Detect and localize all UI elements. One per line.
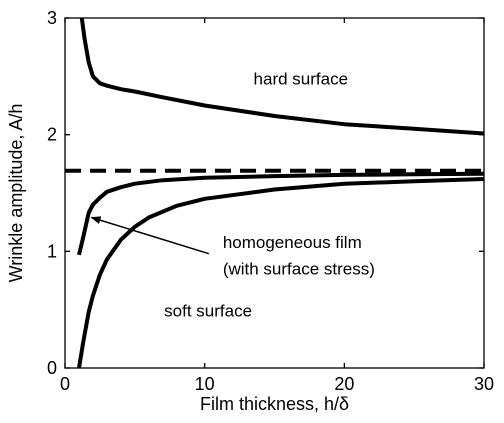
homogeneous-film-label: homogeneous film xyxy=(223,233,362,252)
y-axis-label: Wrinkle amplitude, A/h xyxy=(6,104,26,283)
axes-frame xyxy=(64,17,485,369)
homogeneous-film-curve xyxy=(77,171,484,256)
soft-surface-label: soft surface xyxy=(164,302,252,321)
axis-labels: Film thickness, h/δ Wrinkle amplitude, A… xyxy=(6,104,349,414)
y-tick-label: 3 xyxy=(47,8,57,28)
x-tick-label: 10 xyxy=(195,374,215,394)
y-tick-label: 2 xyxy=(47,125,57,145)
x-tick-label: 0 xyxy=(60,374,70,394)
axes: 0 10 20 30 0 1 2 3 xyxy=(47,8,494,394)
hard-surface-label: hard surface xyxy=(254,70,348,89)
annotation-arrow xyxy=(90,216,210,255)
x-tick-label: 30 xyxy=(474,374,494,394)
y-tick-label: 0 xyxy=(47,358,57,378)
hard-surface-curve xyxy=(79,18,484,136)
x-tick-label: 20 xyxy=(334,374,354,394)
surface-stress-label: (with surface stress) xyxy=(223,260,375,279)
soft-surface-curve xyxy=(77,177,484,368)
plot-area: hard surface homogeneous film (with surfac… xyxy=(65,18,484,368)
x-axis-label: Film thickness, h/δ xyxy=(200,394,349,414)
y-tick-label: 1 xyxy=(47,241,57,261)
